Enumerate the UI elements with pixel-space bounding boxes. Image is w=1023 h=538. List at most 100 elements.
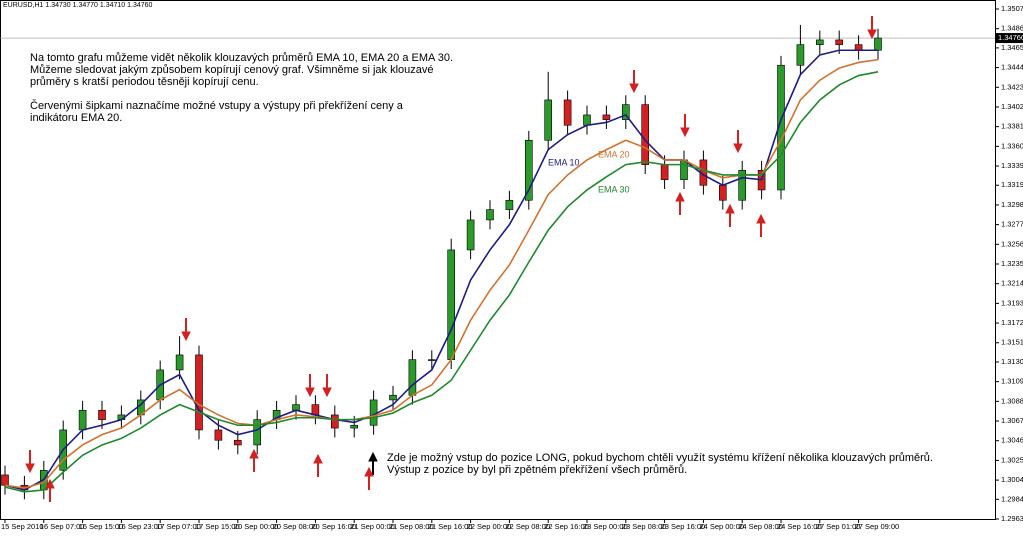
y-tick-label: 1.31720	[1001, 318, 1023, 327]
y-tick-label: 1.35070	[1001, 4, 1023, 13]
y-tick-label: 1.29840	[1001, 494, 1023, 503]
y-tick-label: 1.32770	[1001, 220, 1023, 229]
x-tick-label: 15 Sep 2010	[1, 522, 44, 531]
y-tick-label: 1.31095	[1001, 377, 1023, 386]
candle-body	[602, 114, 611, 120]
y-tick-label: 1.34025	[1001, 102, 1023, 111]
x-tick-label: 27 Sep 01:00	[816, 522, 861, 531]
x-tick-label: 20 Sep 08:00	[273, 522, 318, 531]
x-tick-label: 16 Sep 07:00	[40, 522, 85, 531]
y-tick-label: 1.31510	[1001, 338, 1023, 347]
candle-body	[583, 114, 591, 126]
ema-line	[4, 71, 879, 493]
series-label: EMA 10	[548, 157, 580, 167]
candle-body	[544, 99, 553, 141]
candle-body	[311, 404, 320, 416]
y-tick-label: 1.30465	[1001, 436, 1023, 445]
y-tick-label: 1.30045	[1001, 475, 1023, 484]
series-label: EMA 30	[598, 184, 630, 194]
y-tick-label: 1.31930	[1001, 298, 1023, 307]
candle-body	[660, 164, 669, 180]
candle-body	[427, 359, 436, 361]
x-tick-label: 17 Sep 15:00	[195, 522, 240, 531]
x-tick-label: 27 Sep 09:00	[855, 522, 900, 531]
y-tick-label: 1.32350	[1001, 259, 1023, 268]
y-tick-label: 1.31305	[1001, 357, 1023, 366]
x-tick-label: 16 Sep 23:00	[117, 522, 162, 531]
candle-body	[718, 184, 727, 201]
candle-body	[214, 429, 223, 441]
candle-body	[408, 359, 417, 396]
candle-body	[98, 409, 106, 420]
candle-body	[466, 219, 475, 251]
y-tick-label: 1.30255	[1001, 455, 1023, 464]
current-price-label: 1.34760	[998, 33, 1023, 42]
candle-body	[738, 169, 747, 201]
x-tick-label: 22 Sep 00:00	[467, 522, 512, 531]
candle-body	[524, 139, 533, 201]
candle-body	[175, 354, 184, 371]
x-tick-label: 23 Sep 00:00	[583, 522, 628, 531]
candle-body	[486, 209, 494, 221]
candle-body	[350, 424, 359, 429]
candle-body	[195, 354, 203, 431]
y-tick-label: 1.34235	[1001, 82, 1023, 91]
x-tick-label: 21 Sep 08:00	[389, 522, 434, 531]
candle-body	[796, 44, 805, 66]
candle-body	[505, 199, 514, 210]
x-tick-label: 21 Sep 16:00	[428, 522, 473, 531]
y-tick-label: 1.32980	[1001, 200, 1023, 209]
y-tick-label: 1.30885	[1001, 396, 1023, 405]
annotation-text: průměry s kratší periodou těsněji kopíru…	[30, 76, 259, 88]
ema-line	[4, 58, 879, 489]
candle-body	[815, 39, 824, 45]
candle-body	[777, 64, 785, 191]
y-tick-label: 1.33395	[1001, 161, 1023, 170]
y-tick-label: 1.32140	[1001, 279, 1023, 288]
candle-body	[1, 474, 9, 486]
y-tick-label: 1.29630	[1001, 514, 1023, 523]
plot-frame	[0, 0, 996, 520]
annotation-text: Zde je možný vstup do pozice LONG, pokud…	[387, 452, 933, 464]
x-tick-label: 20 Sep 00:00	[234, 522, 279, 531]
annotation-text: Můžeme sledovat jakým způsobem kopírují …	[30, 64, 434, 76]
candle-body	[874, 37, 882, 51]
candle-body	[330, 414, 339, 429]
x-tick-label: 20 Sep 16:00	[311, 522, 356, 531]
candle-body	[641, 104, 650, 165]
ema-line	[4, 49, 878, 491]
candle-body	[292, 404, 300, 411]
x-tick-label: 23 Sep 08:00	[622, 522, 667, 531]
x-tick-label: 23 Sep 16:00	[661, 522, 706, 531]
x-tick-label: 16 Sep 15:00	[79, 522, 124, 531]
candle-body	[369, 399, 378, 426]
x-tick-label: 22 Sep 08:00	[505, 522, 550, 531]
annotation-text: Červenými šipkami naznačíme možné vstupy…	[30, 99, 404, 112]
candle-body	[234, 439, 242, 446]
candle-body	[854, 44, 863, 51]
chart-title: EURUSD,H1 1.34730 1.34770 1.34710 1.3476…	[3, 2, 153, 9]
x-tick-label: 24 Sep 16:00	[777, 522, 822, 531]
candle-body	[78, 409, 87, 431]
annotation-text: Výstup z pozice by byl při zpětném překř…	[387, 464, 687, 476]
y-tick-label: 1.33815	[1001, 122, 1023, 131]
y-tick-label: 1.34860	[1001, 24, 1023, 33]
current-price-box	[996, 33, 1023, 44]
candle-body	[680, 159, 688, 180]
candle-body	[621, 104, 630, 120]
y-tick-label: 1.33605	[1001, 141, 1023, 150]
x-tick-label: 24 Sep 08:00	[738, 522, 783, 531]
y-tick-label: 1.34655	[1001, 43, 1023, 52]
y-tick-label: 1.34445	[1001, 63, 1023, 72]
candle-body	[389, 394, 397, 401]
x-tick-label: 24 Sep 00:00	[699, 522, 744, 531]
candle-body	[835, 39, 844, 45]
candle-body	[253, 419, 261, 446]
annotation-text: indikátoru EMA 20.	[30, 112, 122, 124]
y-tick-label: 1.33190	[1001, 180, 1023, 189]
x-tick-label: 21 Sep 00:00	[350, 522, 395, 531]
y-tick-label: 1.30675	[1001, 416, 1023, 425]
series-label: EMA 20	[598, 149, 630, 159]
candle-body	[447, 249, 456, 360]
